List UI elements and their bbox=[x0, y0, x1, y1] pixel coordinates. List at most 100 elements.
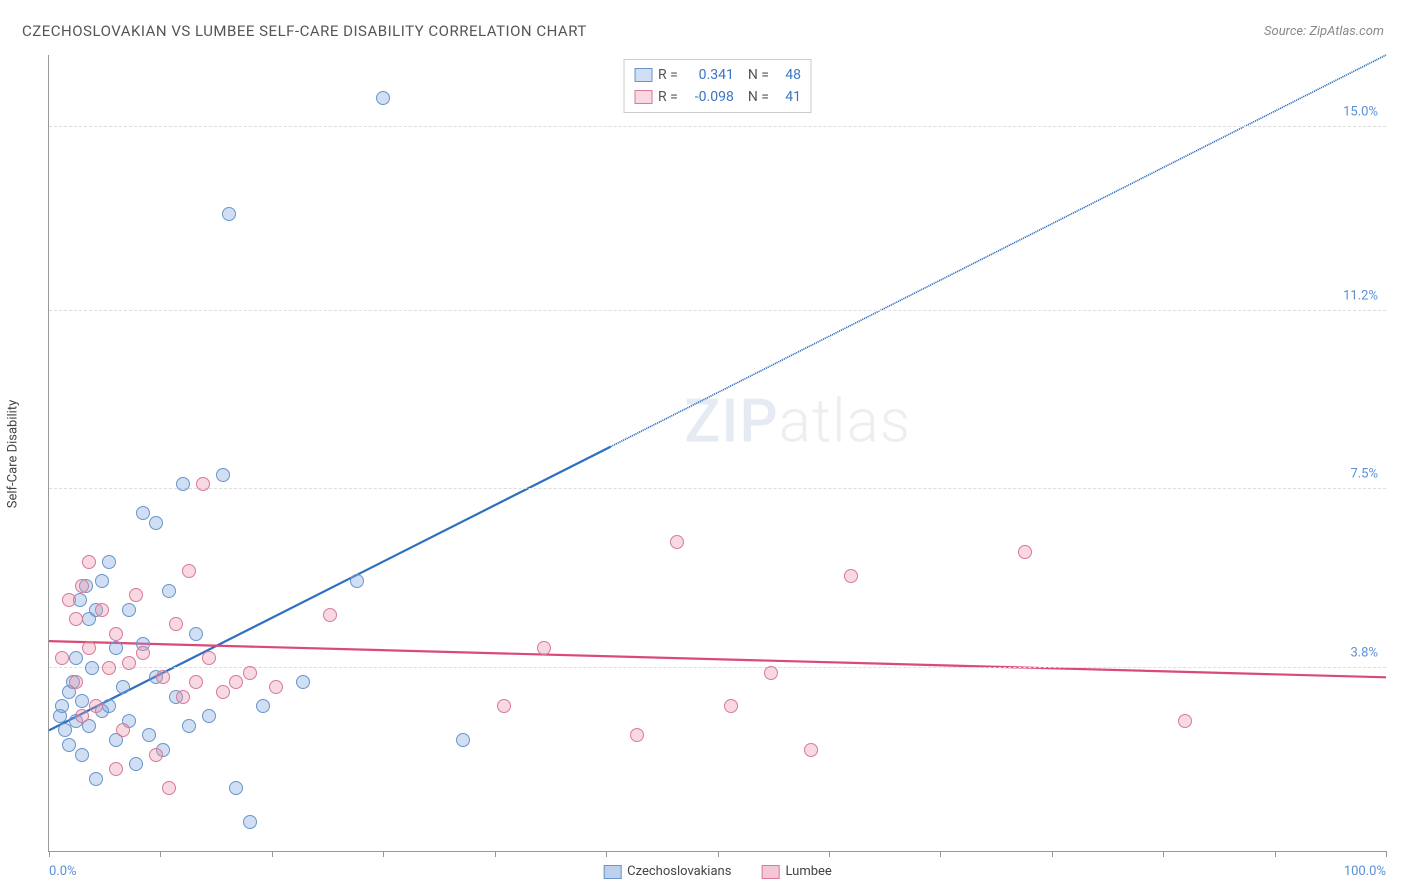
scatter-point bbox=[69, 612, 83, 626]
scatter-point bbox=[122, 603, 136, 617]
y-tick-label: 15.0% bbox=[1343, 105, 1378, 120]
legend-label: Czechoslovakians bbox=[627, 864, 731, 879]
legend-item: Czechoslovakians bbox=[603, 864, 731, 879]
scatter-point bbox=[85, 661, 99, 675]
scatter-point bbox=[176, 477, 190, 491]
watermark: ZIPatlas bbox=[684, 386, 911, 457]
scatter-point bbox=[142, 728, 156, 742]
x-tick bbox=[1052, 851, 1053, 857]
scatter-point bbox=[202, 709, 216, 723]
r-label: R = bbox=[658, 67, 678, 83]
x-tick bbox=[606, 851, 607, 857]
scatter-point bbox=[1178, 714, 1192, 728]
scatter-point bbox=[202, 651, 216, 665]
legend-swatch bbox=[603, 865, 621, 879]
scatter-point bbox=[537, 641, 551, 655]
scatter-point bbox=[102, 699, 116, 713]
scatter-point bbox=[69, 675, 83, 689]
scatter-point bbox=[75, 694, 89, 708]
gridline bbox=[49, 126, 1386, 127]
scatter-point bbox=[75, 709, 89, 723]
scatter-point bbox=[102, 555, 116, 569]
scatter-point bbox=[149, 748, 163, 762]
scatter-point bbox=[122, 656, 136, 670]
scatter-point bbox=[189, 675, 203, 689]
scatter-point bbox=[182, 719, 196, 733]
scatter-point bbox=[89, 699, 103, 713]
scatter-point bbox=[149, 516, 163, 530]
scatter-point bbox=[102, 661, 116, 675]
scatter-point bbox=[376, 91, 390, 105]
scatter-point bbox=[243, 666, 257, 680]
scatter-point bbox=[189, 627, 203, 641]
scatter-point bbox=[229, 781, 243, 795]
x-tick bbox=[495, 851, 496, 857]
scatter-point bbox=[136, 646, 150, 660]
scatter-point bbox=[55, 699, 69, 713]
scatter-point bbox=[75, 579, 89, 593]
correlation-legend: R =0.341N =48R =-0.098N =41 bbox=[623, 59, 812, 113]
n-label: N = bbox=[748, 67, 769, 83]
x-axis-max-label: 100.0% bbox=[1344, 864, 1386, 879]
r-value: -0.098 bbox=[684, 89, 734, 105]
watermark-zip: ZIP bbox=[684, 386, 778, 457]
x-tick bbox=[1275, 851, 1276, 857]
watermark-atlas: atlas bbox=[779, 386, 912, 457]
scatter-point bbox=[69, 651, 83, 665]
scatter-point bbox=[169, 617, 183, 631]
y-tick-label: 7.5% bbox=[1350, 467, 1378, 482]
chart-title: CZECHOSLOVAKIAN VS LUMBEE SELF-CARE DISA… bbox=[22, 22, 587, 40]
scatter-point bbox=[82, 555, 96, 569]
gridline bbox=[49, 488, 1386, 489]
scatter-point bbox=[176, 690, 190, 704]
y-axis-label: Self-Care Disability bbox=[6, 399, 21, 507]
scatter-point bbox=[323, 608, 337, 622]
x-tick bbox=[718, 851, 719, 857]
x-tick bbox=[940, 851, 941, 857]
x-tick bbox=[272, 851, 273, 857]
legend-swatch bbox=[634, 90, 652, 104]
scatter-point bbox=[216, 468, 230, 482]
scatter-point bbox=[109, 641, 123, 655]
n-label: N = bbox=[748, 89, 769, 105]
legend-item: Lumbee bbox=[761, 864, 831, 879]
scatter-point bbox=[109, 627, 123, 641]
chart-header: CZECHOSLOVAKIAN VS LUMBEE SELF-CARE DISA… bbox=[22, 22, 1384, 40]
scatter-point bbox=[75, 748, 89, 762]
legend-label: Lumbee bbox=[785, 864, 831, 879]
x-tick bbox=[1386, 851, 1387, 857]
scatter-point bbox=[222, 207, 236, 221]
scatter-point bbox=[162, 781, 176, 795]
scatter-point bbox=[95, 603, 109, 617]
scatter-point bbox=[162, 584, 176, 598]
x-tick bbox=[829, 851, 830, 857]
scatter-point bbox=[156, 670, 170, 684]
scatter-point bbox=[269, 680, 283, 694]
scatter-point bbox=[456, 733, 470, 747]
legend-swatch bbox=[634, 68, 652, 82]
plot-area: ZIPatlas R =0.341N =48R =-0.098N =41 0.0… bbox=[48, 55, 1386, 852]
scatter-point bbox=[764, 666, 778, 680]
x-tick bbox=[1163, 851, 1164, 857]
gridline bbox=[49, 310, 1386, 311]
scatter-point bbox=[109, 762, 123, 776]
scatter-point bbox=[196, 477, 210, 491]
series-legend: Czechoslovakians Lumbee bbox=[603, 864, 832, 879]
scatter-point bbox=[1018, 545, 1032, 559]
scatter-point bbox=[89, 772, 103, 786]
scatter-point bbox=[256, 699, 270, 713]
scatter-point bbox=[116, 680, 130, 694]
y-tick-label: 3.8% bbox=[1350, 645, 1378, 660]
scatter-point bbox=[129, 588, 143, 602]
scatter-point bbox=[350, 574, 364, 588]
scatter-point bbox=[243, 815, 257, 829]
scatter-point bbox=[136, 506, 150, 520]
scatter-point bbox=[229, 675, 243, 689]
scatter-point bbox=[82, 641, 96, 655]
scatter-point bbox=[216, 685, 230, 699]
chart-container: Self-Care Disability ZIPatlas R =0.341N … bbox=[48, 55, 1386, 852]
legend-row: R =-0.098N =41 bbox=[634, 86, 801, 108]
scatter-point bbox=[116, 723, 130, 737]
scatter-point bbox=[630, 728, 644, 742]
scatter-point bbox=[55, 651, 69, 665]
